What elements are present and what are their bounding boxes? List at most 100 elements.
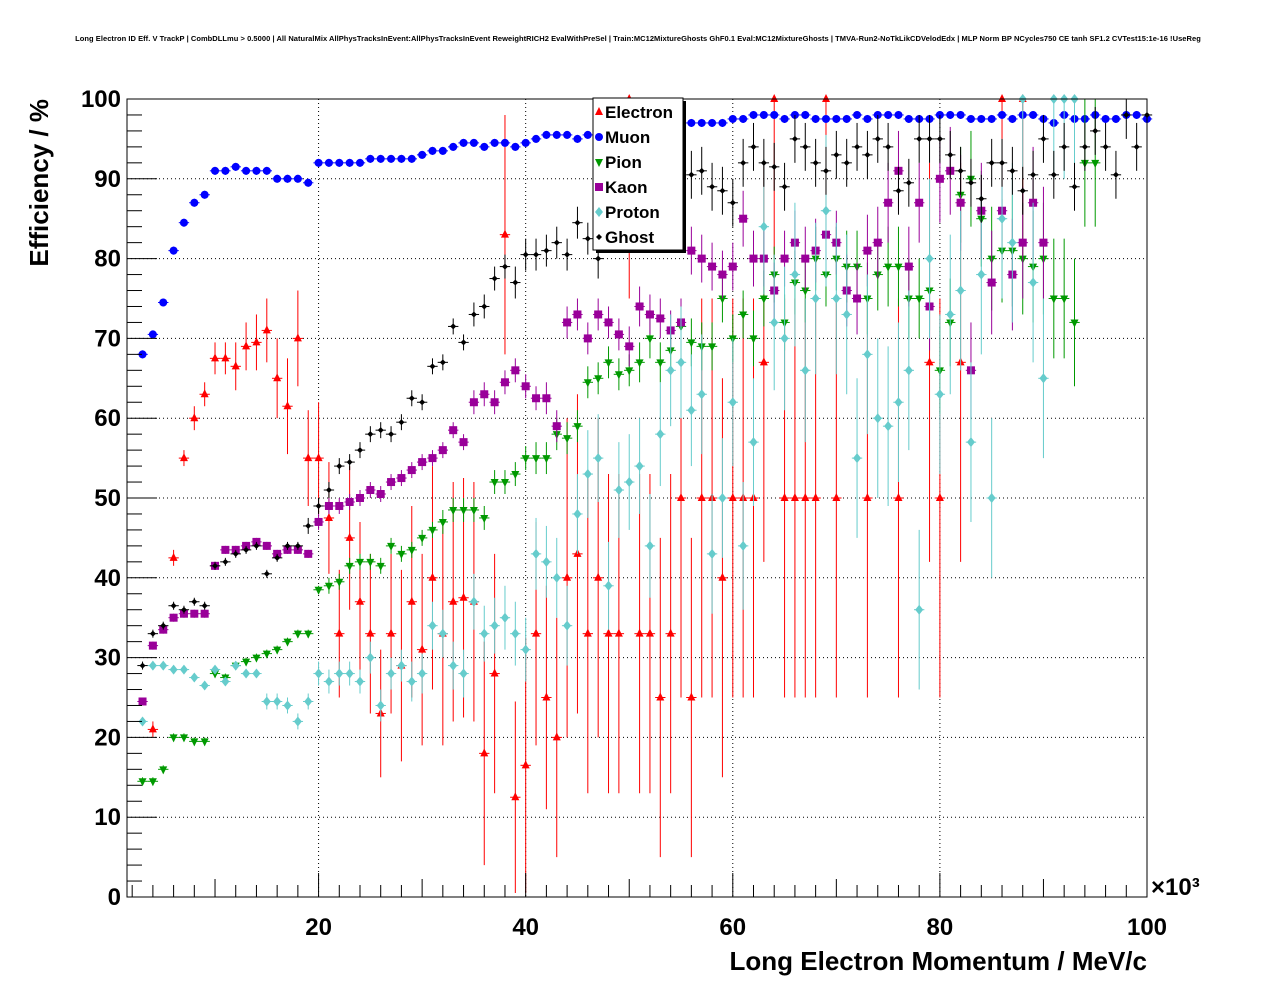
marker xyxy=(221,545,230,554)
data-point xyxy=(334,661,345,686)
data-point xyxy=(406,541,417,558)
marker xyxy=(283,638,292,647)
marker xyxy=(262,325,271,334)
marker xyxy=(190,198,199,207)
data-point xyxy=(168,246,179,255)
data-point xyxy=(510,462,521,487)
marker xyxy=(490,138,499,147)
marker xyxy=(697,493,706,501)
marker xyxy=(242,668,251,679)
data-point xyxy=(706,162,718,211)
data-point xyxy=(282,697,293,714)
marker xyxy=(957,167,964,174)
data-point xyxy=(458,649,469,698)
marker xyxy=(916,135,923,142)
data-point xyxy=(914,162,925,243)
marker xyxy=(1050,171,1057,178)
marker xyxy=(935,493,944,501)
data-point xyxy=(147,777,159,787)
marker xyxy=(1039,373,1048,384)
data-point xyxy=(489,597,500,654)
marker xyxy=(449,142,458,151)
data-point xyxy=(686,150,697,199)
marker xyxy=(428,572,437,581)
marker xyxy=(293,333,302,342)
marker xyxy=(324,676,333,687)
data-point xyxy=(189,198,200,207)
data-point xyxy=(354,442,366,459)
marker xyxy=(200,389,209,398)
data-point xyxy=(479,505,490,530)
data-point xyxy=(251,314,262,371)
data-point xyxy=(686,226,697,275)
data-point xyxy=(634,286,645,327)
marker xyxy=(1102,143,1109,150)
data-point xyxy=(251,668,262,679)
series-proton xyxy=(137,94,1080,730)
marker xyxy=(594,375,603,384)
marker xyxy=(687,118,696,127)
data-point xyxy=(354,521,366,682)
data-point xyxy=(882,162,894,243)
data-point xyxy=(893,166,904,215)
data-point xyxy=(137,697,148,706)
marker xyxy=(1029,277,1038,288)
data-point xyxy=(592,298,604,331)
marker xyxy=(1030,171,1037,178)
marker xyxy=(956,198,965,207)
y-tick-label: 0 xyxy=(108,884,121,911)
marker xyxy=(594,453,603,464)
data-point xyxy=(520,446,531,471)
marker xyxy=(635,359,644,368)
marker xyxy=(149,630,156,637)
data-point xyxy=(665,474,676,794)
marker xyxy=(552,572,561,583)
marker xyxy=(221,166,230,175)
marker xyxy=(283,174,292,183)
legend: Electron Muon Pion Kaon Proton Ghost xyxy=(592,97,686,253)
data-point xyxy=(323,577,335,594)
marker xyxy=(293,630,302,639)
data-point xyxy=(924,178,935,339)
marker xyxy=(666,365,675,376)
data-point xyxy=(240,545,252,554)
marker xyxy=(459,668,468,679)
data-point xyxy=(675,306,687,419)
marker xyxy=(387,668,396,679)
marker xyxy=(418,644,427,653)
marker xyxy=(1133,143,1140,150)
marker xyxy=(511,628,520,639)
data-point xyxy=(220,676,231,687)
y-tick-label: 70 xyxy=(94,325,121,352)
marker xyxy=(179,218,188,227)
data-point xyxy=(882,122,894,171)
marker xyxy=(552,130,561,139)
marker xyxy=(242,341,251,350)
data-point xyxy=(831,114,842,123)
data-point xyxy=(458,434,469,451)
data-point xyxy=(717,118,728,127)
marker xyxy=(1123,111,1130,118)
data-point xyxy=(209,561,221,570)
marker xyxy=(273,646,282,655)
marker xyxy=(604,580,613,591)
marker xyxy=(148,330,157,339)
data-point xyxy=(572,474,583,554)
marker xyxy=(273,373,282,382)
data-point xyxy=(696,146,707,195)
data-point xyxy=(178,218,190,227)
marker xyxy=(449,426,458,435)
marker xyxy=(635,302,644,311)
data-point xyxy=(541,525,552,598)
marker xyxy=(718,118,727,127)
marker xyxy=(428,146,437,155)
marker xyxy=(469,506,478,515)
marker xyxy=(925,253,934,264)
data-point xyxy=(396,154,407,163)
data-point xyxy=(810,114,821,123)
marker xyxy=(687,405,696,416)
data-point xyxy=(209,342,221,375)
marker xyxy=(159,298,168,307)
marker xyxy=(283,700,292,711)
